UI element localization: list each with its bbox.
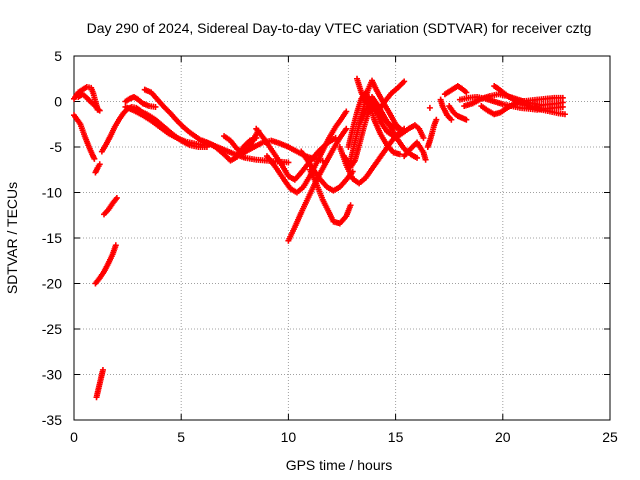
series-arc-28: [375, 78, 408, 114]
data-point: [285, 159, 292, 166]
data-point: [433, 116, 440, 123]
data-point: [422, 156, 429, 163]
series-arc-3: [75, 91, 101, 113]
series-arc-5: [101, 194, 120, 218]
series-arc-34: [441, 83, 470, 98]
data-point: [463, 89, 470, 96]
x-tick-label: 5: [177, 429, 185, 445]
data-point: [343, 108, 350, 115]
series-arc-1: [71, 112, 98, 162]
data-point: [112, 242, 119, 249]
x-tick-label: 10: [281, 429, 297, 445]
data-point: [343, 125, 350, 132]
series-arc-7: [93, 366, 106, 401]
data-point: [414, 154, 421, 161]
series-arc-6: [92, 242, 119, 287]
y-tick-label: 0: [54, 94, 62, 110]
series-arc-39: [491, 83, 568, 118]
axis-ticks: 0 5 10 15 20 25 5 0 -5 -10 -15 -20 -25 -30 -35: [42, 48, 618, 445]
y-tick-label: -20: [42, 276, 62, 292]
series-arc-12: [135, 107, 210, 150]
data-point: [113, 194, 120, 201]
y-tick-label: -25: [42, 321, 62, 337]
series-arc-4: [92, 161, 103, 176]
series-arc-19: [285, 125, 350, 244]
data-point: [152, 103, 159, 110]
y-tick-label: -10: [42, 185, 62, 201]
x-tick-label: 0: [70, 429, 78, 445]
chart-title: Day 290 of 2024, Sidereal Day-to-day VTE…: [87, 20, 592, 36]
series-arc-20: [298, 148, 356, 194]
series-arc-27: [354, 75, 403, 132]
data-point: [559, 94, 566, 101]
series-arc-35: [446, 103, 470, 123]
x-tick-label: 15: [388, 429, 404, 445]
data-point: [401, 78, 408, 85]
x-axis-label: GPS time / hours: [286, 457, 393, 473]
series-arc-21: [306, 166, 354, 227]
x-tick-label: 25: [602, 429, 618, 445]
data-point: [96, 161, 103, 168]
data-point: [420, 134, 427, 141]
x-tick-label: 20: [495, 429, 511, 445]
y-tick-label: -15: [42, 230, 62, 246]
y-tick-label: -35: [42, 412, 62, 428]
data-point: [463, 116, 470, 123]
data-point: [448, 116, 455, 123]
series-arc-32: [426, 104, 433, 111]
y-axis-label: SDTVAR / TECUs: [4, 182, 20, 294]
series-arc-33: [437, 96, 455, 123]
series-arc-30: [401, 139, 429, 163]
y-tick-label: -30: [42, 367, 62, 383]
data-point: [347, 202, 354, 209]
y-tick-label: -5: [50, 139, 63, 155]
data-point: [91, 155, 98, 162]
data-point: [426, 104, 433, 111]
data-point: [94, 106, 101, 113]
data-point: [561, 111, 568, 118]
series-arc-29: [392, 122, 427, 141]
series-arc-8: [98, 103, 148, 155]
data-point: [396, 151, 403, 158]
series-arc-9: [122, 93, 159, 110]
y-tick-label: 5: [54, 48, 62, 64]
data-point: [99, 366, 106, 373]
series-arc-24: [345, 89, 403, 158]
data-series: [71, 75, 568, 401]
data-point: [396, 125, 403, 132]
series-arc-31: [424, 116, 440, 150]
